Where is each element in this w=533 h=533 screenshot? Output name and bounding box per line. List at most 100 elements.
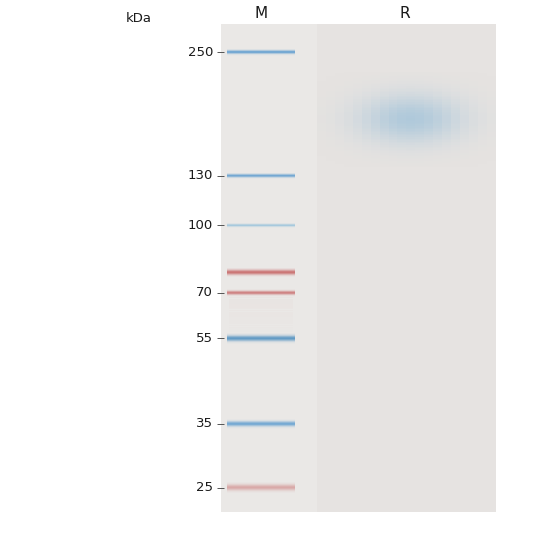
Bar xyxy=(478,151,487,153)
Bar xyxy=(469,159,478,161)
Bar xyxy=(335,163,344,164)
Bar xyxy=(487,143,496,145)
Bar xyxy=(406,115,415,116)
Bar xyxy=(478,75,487,76)
Bar xyxy=(451,113,460,115)
Bar xyxy=(442,140,451,142)
Bar xyxy=(469,108,478,110)
Bar xyxy=(424,163,433,164)
Bar xyxy=(398,134,407,135)
Bar xyxy=(317,86,326,87)
Bar xyxy=(229,301,293,302)
Bar xyxy=(379,140,389,142)
Bar xyxy=(317,121,326,123)
Bar xyxy=(406,143,415,145)
Bar xyxy=(317,116,326,118)
Bar xyxy=(478,163,487,164)
Bar xyxy=(415,94,424,95)
Bar xyxy=(460,71,469,73)
Bar xyxy=(469,100,478,102)
Bar xyxy=(389,97,398,99)
Bar xyxy=(469,137,478,139)
Bar xyxy=(326,153,335,155)
Bar xyxy=(424,148,433,150)
Bar xyxy=(344,124,353,126)
Bar xyxy=(415,148,424,150)
Bar xyxy=(326,71,335,73)
Bar xyxy=(478,147,487,148)
Bar xyxy=(487,142,496,143)
Bar xyxy=(362,142,371,143)
Bar xyxy=(415,78,424,79)
Bar xyxy=(398,81,407,83)
Bar xyxy=(424,140,433,142)
Bar xyxy=(344,84,353,86)
Bar xyxy=(317,124,326,126)
Bar xyxy=(353,145,362,147)
Bar xyxy=(487,116,496,118)
Bar xyxy=(326,97,335,99)
Bar xyxy=(487,126,496,127)
Bar xyxy=(415,91,424,92)
Bar xyxy=(353,113,362,115)
Bar xyxy=(442,153,451,155)
Bar xyxy=(353,89,362,91)
Bar xyxy=(398,132,407,134)
Bar xyxy=(433,164,442,166)
Bar xyxy=(451,102,460,103)
Bar xyxy=(326,99,335,100)
Bar xyxy=(335,159,344,161)
Bar xyxy=(406,76,415,78)
Bar xyxy=(335,99,344,100)
Bar xyxy=(460,148,469,150)
Bar xyxy=(424,123,433,124)
Bar xyxy=(469,132,478,134)
Bar xyxy=(478,94,487,95)
Bar xyxy=(469,95,478,97)
Bar xyxy=(469,164,478,166)
Bar xyxy=(460,119,469,121)
Bar xyxy=(389,139,398,140)
Bar xyxy=(326,163,335,164)
Bar xyxy=(335,158,344,159)
Bar xyxy=(460,145,469,147)
Bar xyxy=(424,153,433,155)
Bar xyxy=(451,76,460,78)
Bar xyxy=(433,89,442,91)
Bar xyxy=(317,153,326,155)
Bar xyxy=(326,91,335,92)
Bar xyxy=(326,111,335,113)
Bar xyxy=(335,123,344,124)
Bar xyxy=(353,147,362,148)
Bar xyxy=(344,83,353,84)
Bar xyxy=(460,115,469,116)
Bar xyxy=(326,102,335,103)
Bar xyxy=(415,129,424,131)
Bar xyxy=(229,302,293,304)
Bar xyxy=(362,123,371,124)
Bar xyxy=(344,150,353,151)
Bar xyxy=(460,79,469,81)
Bar xyxy=(326,150,335,151)
Bar xyxy=(317,164,326,166)
Bar xyxy=(478,129,487,131)
Bar xyxy=(469,119,478,121)
Bar xyxy=(451,143,460,145)
Bar xyxy=(326,158,335,159)
Bar xyxy=(442,97,451,99)
Bar xyxy=(415,84,424,86)
Bar xyxy=(460,118,469,119)
Bar xyxy=(433,100,442,102)
Bar xyxy=(424,142,433,143)
Bar xyxy=(344,143,353,145)
Bar xyxy=(469,129,478,131)
Bar xyxy=(433,143,442,145)
Bar xyxy=(406,71,415,73)
Bar xyxy=(317,142,326,143)
Bar xyxy=(433,148,442,150)
Bar xyxy=(415,161,424,163)
Bar xyxy=(469,83,478,84)
Bar xyxy=(362,92,371,94)
Bar xyxy=(487,92,496,94)
Bar xyxy=(389,75,398,76)
